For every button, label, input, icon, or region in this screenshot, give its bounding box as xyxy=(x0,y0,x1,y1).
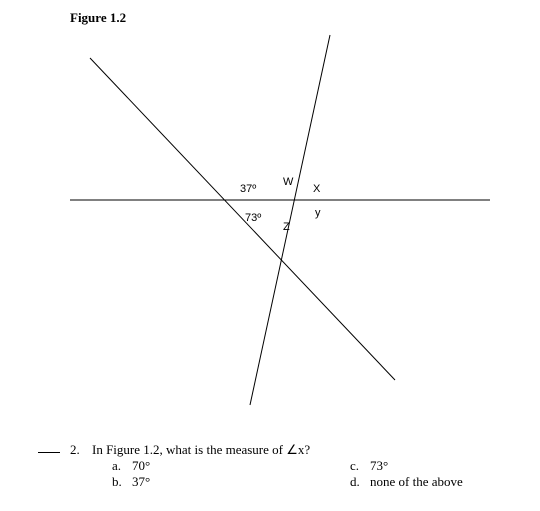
option-b: b.37° xyxy=(112,474,150,490)
option-c-letter: c. xyxy=(350,458,370,474)
answer-blank xyxy=(38,452,60,453)
option-d: d.none of the above xyxy=(350,474,463,490)
option-b-text: 37° xyxy=(132,474,150,489)
option-a: a.70° xyxy=(112,458,150,474)
near-vertical-line xyxy=(250,35,330,405)
option-c: c.73° xyxy=(350,458,388,474)
option-a-letter: a. xyxy=(112,458,132,474)
option-b-letter: b. xyxy=(112,474,132,490)
angle-symbol: ∠ xyxy=(286,442,298,457)
label-73: 73º xyxy=(245,212,261,224)
question-text: In Figure 1.2, what is the measure of ∠x… xyxy=(92,442,310,458)
label-y: y xyxy=(315,207,321,219)
question-number: 2. xyxy=(70,442,80,458)
angle-diagram xyxy=(0,10,540,430)
question-prefix: In Figure 1.2, what is the measure of xyxy=(92,442,286,457)
label-w: W xyxy=(283,176,293,188)
label-x: X xyxy=(313,183,320,195)
option-a-text: 70° xyxy=(132,458,150,473)
option-d-text: none of the above xyxy=(370,474,463,489)
option-d-letter: d. xyxy=(350,474,370,490)
steep-line xyxy=(90,58,395,380)
label-37: 37º xyxy=(240,183,256,195)
label-z: Z xyxy=(283,221,290,233)
angle-variable: x? xyxy=(298,442,310,457)
option-c-text: 73° xyxy=(370,458,388,473)
